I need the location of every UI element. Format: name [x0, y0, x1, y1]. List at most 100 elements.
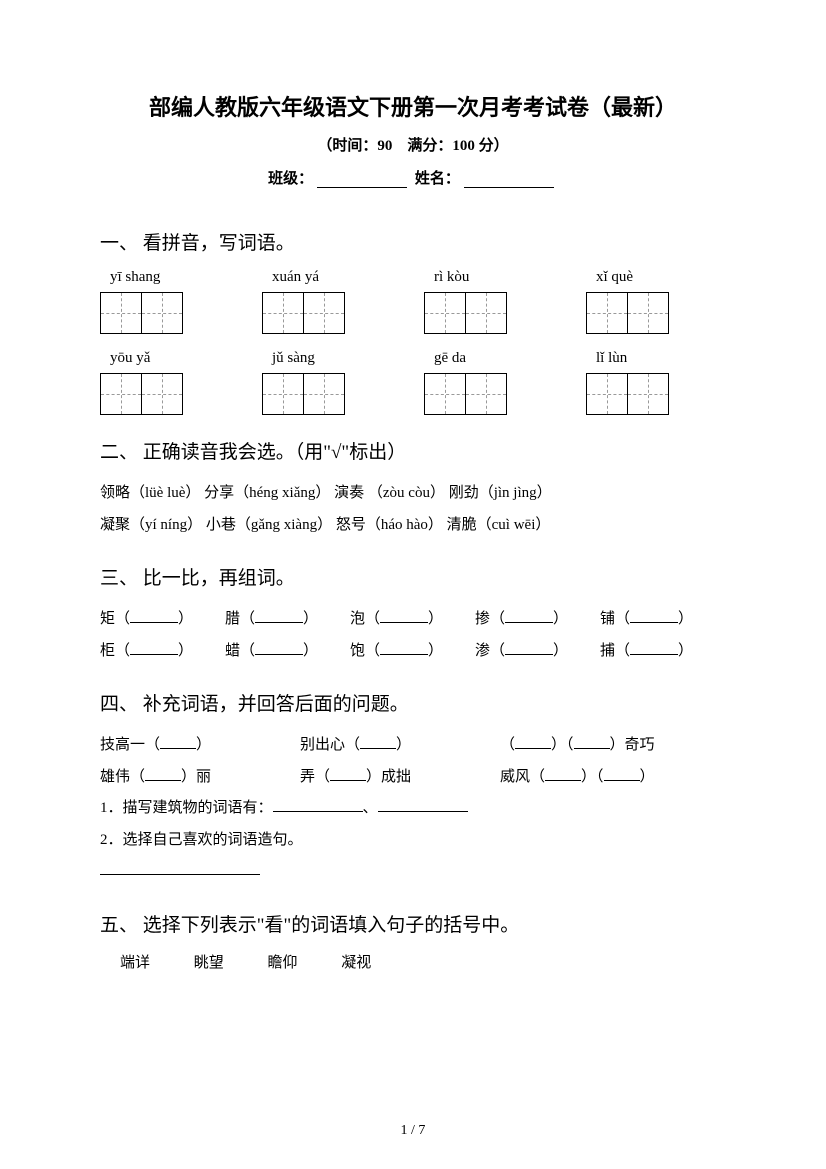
- section-3-title: 三、 比一比，再组词。: [100, 563, 726, 590]
- word-option: 眺望: [194, 955, 224, 971]
- q4-sentence-blank: [100, 856, 726, 888]
- q3-row-1: 矩（ ） 腊（ ） 泡（ ） 掺（ ） 铺（ ）: [100, 604, 726, 636]
- q3-word: 矩（: [100, 611, 130, 627]
- char-box[interactable]: [586, 292, 628, 334]
- paren: ）: [196, 737, 211, 753]
- char-box[interactable]: [303, 292, 345, 334]
- char-box[interactable]: [262, 373, 304, 415]
- q3-row-2: 柜（） 蜡（） 饱（） 渗（） 捕（）: [100, 636, 726, 668]
- char-box[interactable]: [424, 373, 466, 415]
- section-5-title: 五、 选择下列表示"看"的词语填入句子的括号中。: [100, 910, 726, 937]
- blank[interactable]: [330, 780, 366, 781]
- q3-word: 捕（: [600, 643, 630, 659]
- paren: ）: [396, 737, 411, 753]
- q3-word: 蜡（: [225, 643, 255, 659]
- q2-line2: 凝聚（yí níng） 小巷（gǎng xiàng） 怒号（háo hào） 清…: [100, 510, 726, 542]
- q3-word: 掺（: [475, 611, 505, 627]
- char-box[interactable]: [586, 373, 628, 415]
- char-box[interactable]: [141, 373, 183, 415]
- blank[interactable]: [130, 654, 178, 655]
- q3-word: 饱（: [350, 643, 380, 659]
- boxes-row-1: [100, 292, 726, 334]
- char-box[interactable]: [303, 373, 345, 415]
- char-box[interactable]: [262, 292, 304, 334]
- boxes-row-2: [100, 373, 726, 415]
- blank[interactable]: [273, 811, 363, 812]
- paren: ）（: [551, 737, 574, 753]
- paren: ）: [303, 611, 318, 627]
- pinyin-label: rì kòu: [424, 269, 564, 286]
- pinyin-label: xǐ què: [586, 269, 726, 286]
- blank[interactable]: [380, 622, 428, 623]
- blank[interactable]: [160, 748, 196, 749]
- name-label: 姓名：: [415, 171, 460, 187]
- blank[interactable]: [505, 622, 553, 623]
- class-blank[interactable]: [317, 187, 407, 188]
- char-box[interactable]: [141, 292, 183, 334]
- word-list: 端详 眺望 瞻仰 凝视: [100, 951, 726, 972]
- char-box[interactable]: [627, 373, 669, 415]
- q3-word: 铺（: [600, 611, 630, 627]
- pinyin-label: lǐ lùn: [586, 350, 726, 367]
- paren: ）: [428, 611, 443, 627]
- pinyin-row-1: yī shang xuán yá rì kòu xǐ què: [100, 269, 726, 286]
- section-4-title: 四、 补充词语，并回答后面的问题。: [100, 689, 726, 716]
- q4-text: 弄（: [300, 769, 330, 785]
- pinyin-row-2: yōu yǎ jǔ sàng gē da lǐ lùn: [100, 350, 726, 367]
- paren: （: [500, 737, 515, 753]
- q3-word: 腊（: [225, 611, 255, 627]
- paren: ）: [640, 769, 655, 785]
- blank[interactable]: [100, 874, 260, 875]
- char-box[interactable]: [424, 292, 466, 334]
- blank[interactable]: [380, 654, 428, 655]
- q3-word: 泡（: [350, 611, 380, 627]
- q3-word: 柜（: [100, 643, 130, 659]
- page-number: 1 / 7: [0, 1123, 826, 1139]
- blank[interactable]: [630, 654, 678, 655]
- pinyin-label: yī shang: [100, 269, 240, 286]
- char-box[interactable]: [100, 292, 142, 334]
- blank[interactable]: [505, 654, 553, 655]
- char-box[interactable]: [627, 292, 669, 334]
- paren: ）: [678, 611, 693, 627]
- paren: ）: [178, 643, 193, 659]
- pinyin-label: yōu yǎ: [100, 350, 240, 367]
- char-box[interactable]: [100, 373, 142, 415]
- blank[interactable]: [255, 654, 303, 655]
- char-box[interactable]: [465, 373, 507, 415]
- paren: ）: [178, 611, 193, 627]
- separator: 、: [363, 800, 378, 816]
- blank[interactable]: [545, 780, 581, 781]
- q4-text: 别出心（: [300, 737, 360, 753]
- name-blank[interactable]: [464, 187, 554, 188]
- q4-row-1: 技高一（） 别出心（） （）（）奇巧: [100, 730, 726, 762]
- exam-title: 部编人教版六年级语文下册第一次月考考试卷（最新）: [100, 90, 726, 122]
- q4-text: 威风（: [500, 769, 545, 785]
- blank[interactable]: [515, 748, 551, 749]
- class-label: 班级：: [268, 171, 313, 187]
- q3-word: 渗（: [475, 643, 505, 659]
- pinyin-label: jǔ sàng: [262, 350, 402, 367]
- paren: ）: [553, 611, 568, 627]
- blank[interactable]: [255, 622, 303, 623]
- paren: ）（: [581, 769, 604, 785]
- word-option: 端详: [120, 955, 150, 971]
- blank[interactable]: [378, 811, 468, 812]
- q4-sub1: 1．描写建筑物的词语有：、: [100, 793, 726, 825]
- char-box[interactable]: [465, 292, 507, 334]
- pinyin-label: xuán yá: [262, 269, 402, 286]
- q4-sub2: 2．选择自己喜欢的词语造句。: [100, 825, 726, 857]
- blank[interactable]: [630, 622, 678, 623]
- blank[interactable]: [145, 780, 181, 781]
- blank[interactable]: [130, 622, 178, 623]
- section-1-title: 一、 看拼音，写词语。: [100, 228, 726, 255]
- blank[interactable]: [360, 748, 396, 749]
- paren: ）: [428, 643, 443, 659]
- paren: ）: [678, 643, 693, 659]
- blank[interactable]: [574, 748, 610, 749]
- q4-text: ）成拙: [366, 769, 411, 785]
- pinyin-label: gē da: [424, 350, 564, 367]
- word-option: 凝视: [341, 955, 371, 971]
- q4-text: 技高一（: [100, 737, 160, 753]
- blank[interactable]: [604, 780, 640, 781]
